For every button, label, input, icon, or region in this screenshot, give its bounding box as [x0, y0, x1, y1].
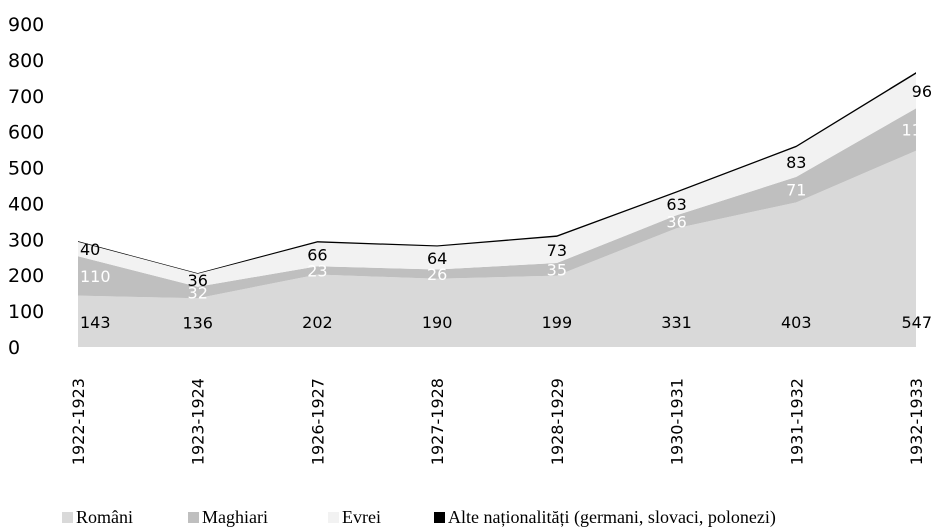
y-axis: 0 100 200 300 400 500 600 700 800 900 [8, 14, 44, 359]
data-label-maghiari: 36 [666, 213, 686, 232]
x-tick-label: 1930-1931 [668, 378, 687, 465]
x-tick-label: 1932-1933 [907, 378, 926, 465]
data-label-romani: 547 [901, 313, 932, 332]
legend: Români Maghiari Evrei Alte naționalități (g… [62, 507, 776, 528]
y-tick-label: 500 [8, 158, 44, 180]
x-tick-label: 1926-1927 [308, 378, 327, 465]
y-tick-label: 0 [8, 337, 20, 359]
data-label-maghiari: 118 [901, 121, 932, 140]
y-tick-label: 800 [8, 50, 44, 72]
y-tick-label: 600 [8, 122, 44, 144]
data-label-evrei: 40 [80, 240, 100, 259]
data-label-evrei: 83 [786, 153, 806, 172]
legend-swatch-evrei [328, 512, 339, 523]
x-tick-label: 1928-1929 [548, 378, 567, 465]
data-label-romani: 403 [781, 313, 812, 332]
x-tick-label: 1923-1924 [189, 378, 208, 465]
legend-swatch-alte-nationalitati-germani-slovaci-polonezi [434, 512, 445, 523]
chart-areas [78, 72, 916, 347]
data-label-evrei: 73 [547, 241, 567, 260]
data-label-romani: 202 [302, 313, 333, 332]
y-tick-label: 700 [8, 86, 44, 108]
y-tick-label: 100 [8, 301, 44, 323]
y-tick-label: 200 [8, 265, 44, 287]
data-label-romani: 199 [542, 313, 573, 332]
data-label-romani: 143 [80, 313, 111, 332]
data-label-romani: 331 [661, 313, 692, 332]
data-label-maghiari: 110 [80, 267, 111, 286]
data-label-maghiari: 35 [547, 260, 567, 279]
data-label-romani: 136 [182, 314, 213, 333]
data-label-maghiari: 71 [786, 181, 806, 200]
legend-swatch-maghiari [188, 512, 199, 523]
data-label-evrei: 96 [912, 82, 932, 101]
x-tick-label: 1931-1932 [787, 378, 806, 465]
legend-swatch-romani [62, 512, 73, 523]
legend-label-evrei: Evrei [342, 507, 381, 527]
y-tick-label: 900 [8, 14, 44, 36]
data-label-evrei: 64 [427, 249, 447, 268]
data-label-evrei: 63 [666, 195, 686, 214]
data-label-evrei: 66 [307, 245, 327, 264]
legend-label-alte-nationalitati-germani-slovaci-polonezi: Alte naționalități (germani, slovaci, po… [448, 507, 776, 528]
data-label-evrei: 36 [188, 271, 208, 290]
x-axis: 1922-1923 1923-1924 1926-1927 1927-1928 1928… [69, 378, 926, 465]
x-tick-label: 1927-1928 [428, 378, 447, 465]
y-tick-label: 400 [8, 193, 44, 215]
legend-label-romani: Români [76, 507, 133, 527]
x-tick-label: 1922-1923 [69, 378, 88, 465]
y-tick-label: 300 [8, 229, 44, 251]
legend-label-maghiari: Maghiari [202, 507, 268, 527]
data-label-romani: 190 [422, 313, 453, 332]
